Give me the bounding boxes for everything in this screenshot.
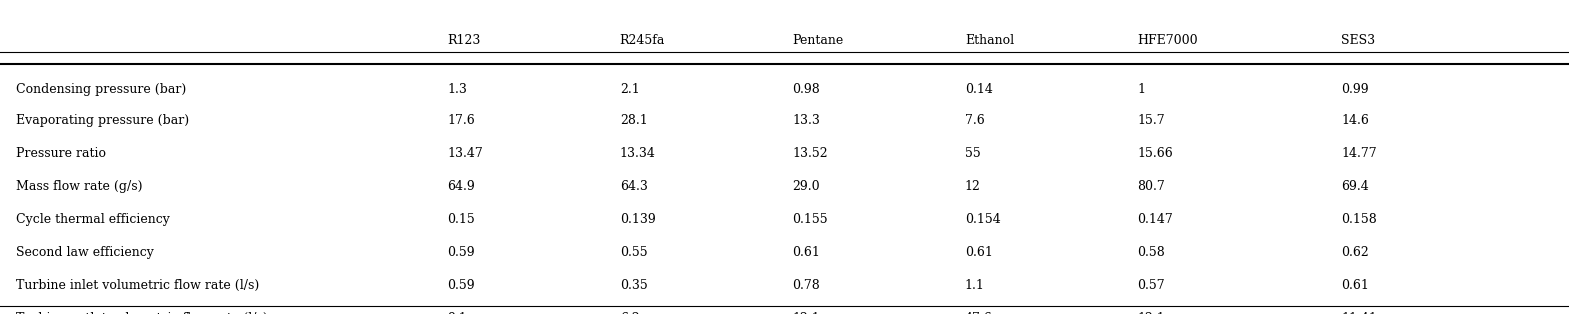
Text: 0.14: 0.14	[965, 83, 993, 96]
Text: 28.1: 28.1	[620, 114, 648, 127]
Text: 0.62: 0.62	[1341, 246, 1370, 259]
Text: 47.6: 47.6	[965, 312, 993, 314]
Text: 11.41: 11.41	[1341, 312, 1378, 314]
Text: 7.6: 7.6	[965, 114, 985, 127]
Text: R123: R123	[447, 34, 480, 47]
Text: 0.15: 0.15	[447, 213, 475, 226]
Text: 14.77: 14.77	[1341, 147, 1378, 160]
Text: 1: 1	[1138, 83, 1145, 96]
Text: 0.139: 0.139	[620, 213, 656, 226]
Text: 64.3: 64.3	[620, 180, 648, 193]
Text: R245fa: R245fa	[620, 34, 665, 47]
Text: 0.98: 0.98	[792, 83, 821, 96]
Text: 80.7: 80.7	[1138, 180, 1166, 193]
Text: Second law efficiency: Second law efficiency	[16, 246, 154, 259]
Text: 2.1: 2.1	[620, 83, 640, 96]
Text: Pressure ratio: Pressure ratio	[16, 147, 105, 160]
Text: Cycle thermal efficiency: Cycle thermal efficiency	[16, 213, 169, 226]
Text: 15.7: 15.7	[1138, 114, 1166, 127]
Text: 29.0: 29.0	[792, 180, 821, 193]
Text: 9.1: 9.1	[447, 312, 468, 314]
Text: Turbine inlet volumetric flow rate (l/s): Turbine inlet volumetric flow rate (l/s)	[16, 279, 259, 292]
Text: Pentane: Pentane	[792, 34, 844, 47]
Text: 0.158: 0.158	[1341, 213, 1378, 226]
Text: 64.9: 64.9	[447, 180, 475, 193]
Text: 12.1: 12.1	[792, 312, 821, 314]
Text: 69.4: 69.4	[1341, 180, 1370, 193]
Text: 13.52: 13.52	[792, 147, 828, 160]
Text: 0.35: 0.35	[620, 279, 648, 292]
Text: 0.58: 0.58	[1138, 246, 1166, 259]
Text: 0.59: 0.59	[447, 279, 475, 292]
Text: Mass flow rate (g/s): Mass flow rate (g/s)	[16, 180, 143, 193]
Text: 0.155: 0.155	[792, 213, 828, 226]
Text: 0.55: 0.55	[620, 246, 648, 259]
Text: Ethanol: Ethanol	[965, 34, 1014, 47]
Text: 14.6: 14.6	[1341, 114, 1370, 127]
Text: 12.1: 12.1	[1138, 312, 1166, 314]
Text: 12: 12	[965, 180, 981, 193]
Text: 13.47: 13.47	[447, 147, 483, 160]
Text: 0.61: 0.61	[1341, 279, 1370, 292]
Text: 0.57: 0.57	[1138, 279, 1166, 292]
Text: 13.3: 13.3	[792, 114, 821, 127]
Text: Condensing pressure (bar): Condensing pressure (bar)	[16, 83, 187, 96]
Text: Turbine outlet volumetric flow rate (l/s): Turbine outlet volumetric flow rate (l/s…	[16, 312, 267, 314]
Text: 0.61: 0.61	[965, 246, 993, 259]
Text: 17.6: 17.6	[447, 114, 475, 127]
Text: 0.154: 0.154	[965, 213, 1001, 226]
Text: 0.61: 0.61	[792, 246, 821, 259]
Text: 0.99: 0.99	[1341, 83, 1370, 96]
Text: 13.34: 13.34	[620, 147, 656, 160]
Text: SES3: SES3	[1341, 34, 1376, 47]
Text: 1.3: 1.3	[447, 83, 468, 96]
Text: 0.147: 0.147	[1138, 213, 1174, 226]
Text: 0.59: 0.59	[447, 246, 475, 259]
Text: 55: 55	[965, 147, 981, 160]
Text: 6.2: 6.2	[620, 312, 640, 314]
Text: Evaporating pressure (bar): Evaporating pressure (bar)	[16, 114, 188, 127]
Text: 0.78: 0.78	[792, 279, 821, 292]
Text: 15.66: 15.66	[1138, 147, 1174, 160]
Text: HFE7000: HFE7000	[1138, 34, 1199, 47]
Text: 1.1: 1.1	[965, 279, 985, 292]
